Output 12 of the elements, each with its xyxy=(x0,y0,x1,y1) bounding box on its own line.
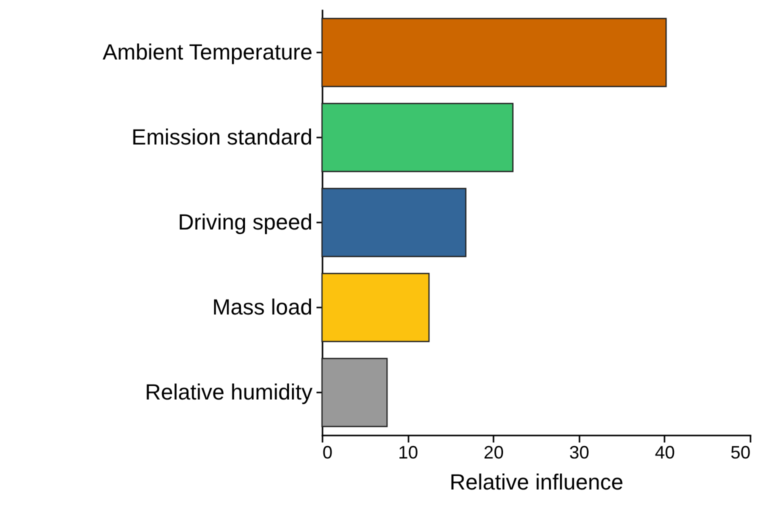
y-tick-label: Relative humidity xyxy=(144,380,312,404)
x-axis-title: Relative influence xyxy=(450,470,624,494)
x-tick-label: 50 xyxy=(730,442,750,462)
x-tick-label: 40 xyxy=(654,442,675,462)
y-tick-label: Ambient Temperature xyxy=(102,40,312,64)
x-tick-label: 20 xyxy=(484,442,504,462)
y-tick-label: Driving speed xyxy=(178,210,312,234)
x-tick-label: 10 xyxy=(398,442,418,462)
y-tick-label: Mass load xyxy=(212,294,312,320)
x-tick-label: 0 xyxy=(322,442,333,462)
y-tick-label: Emission standard xyxy=(132,124,312,150)
x-tick-label: 30 xyxy=(569,442,590,462)
